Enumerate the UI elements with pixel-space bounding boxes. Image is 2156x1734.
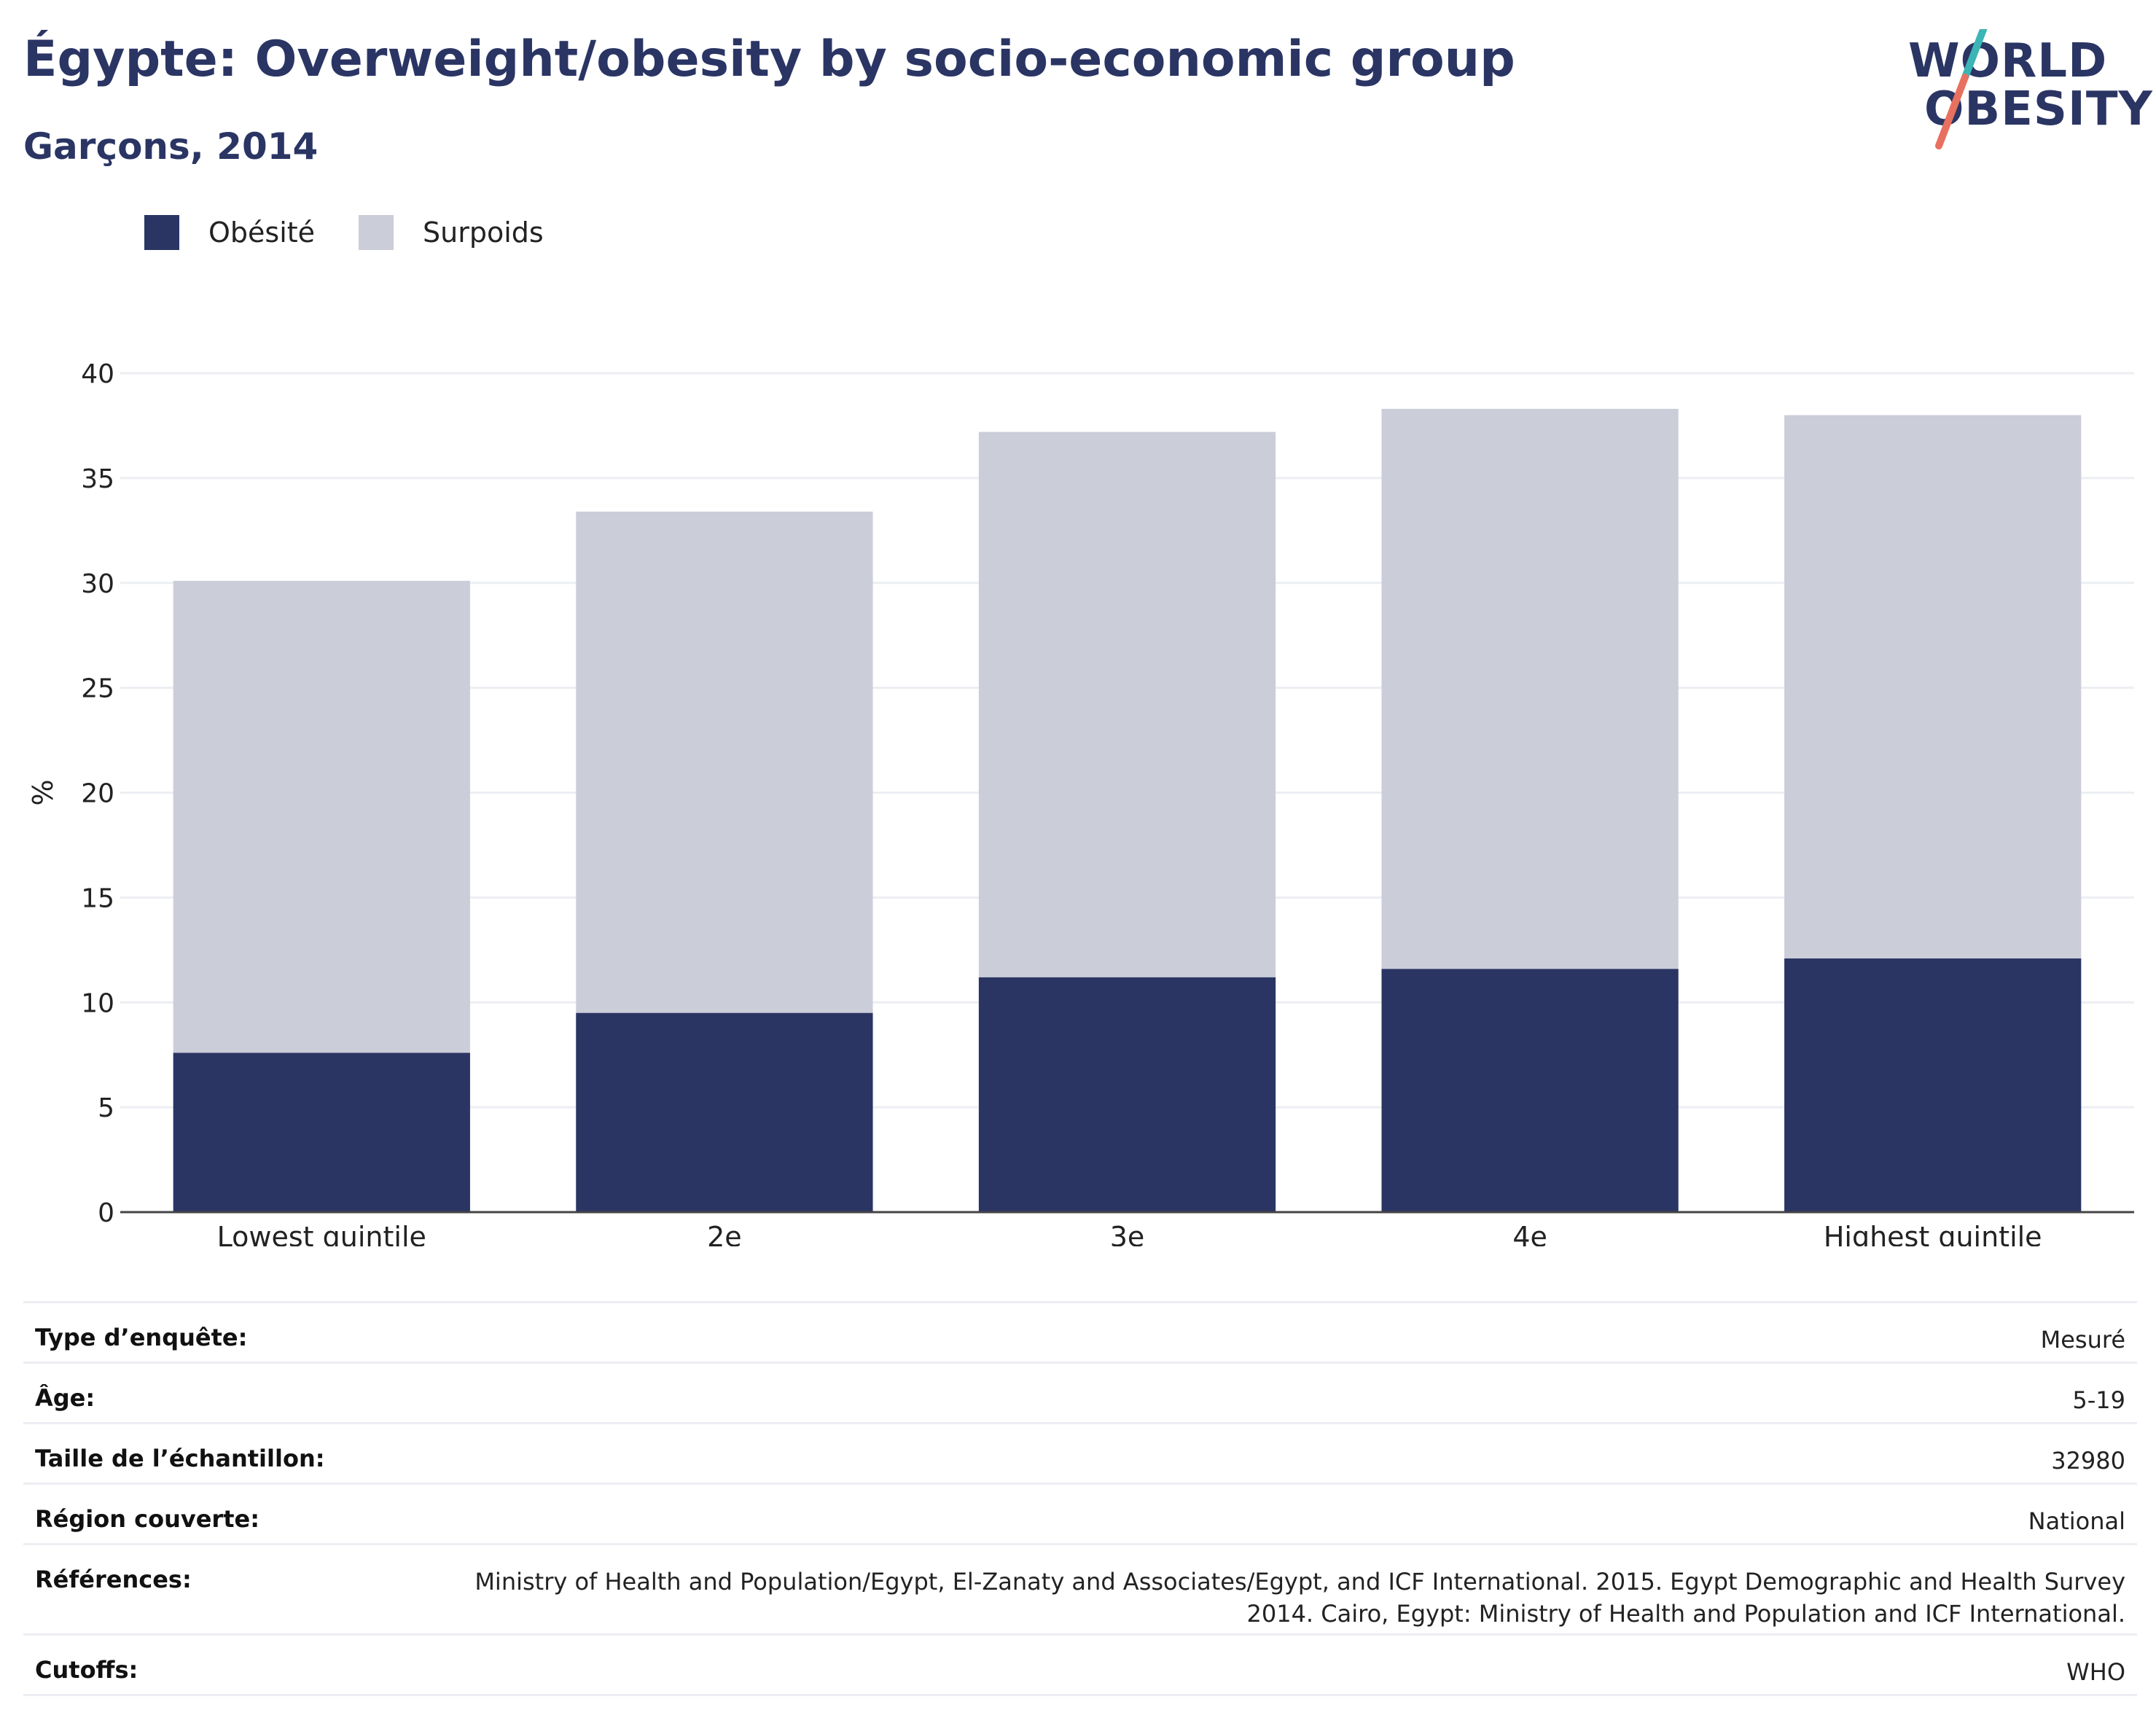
- meta-row: Références: Ministry of Health and Popula…: [23, 1543, 2137, 1633]
- legend-label-obesite: Obésité: [208, 216, 316, 249]
- meta-value: 5-19: [2072, 1386, 2125, 1414]
- bar-obesite-4: [1381, 969, 1679, 1212]
- stacked-bar-chart: 0 5 10 15 20 25 30 35 40% Lowest quintile 2e 3e 4e Hi…: [27, 359, 2134, 1246]
- bar-surpoids-1: [173, 580, 470, 1053]
- meta-value: Ministry of Health and Population/Egypt,…: [474, 1568, 2125, 1628]
- meta-row: Taille de l’échantillon: 32980: [23, 1422, 2137, 1483]
- meta-value: 32980: [2051, 1447, 2125, 1475]
- y-tick-label: 35: [81, 464, 114, 494]
- legend-item-surpoids[interactable]: Surpoids: [359, 215, 544, 250]
- bar-surpoids-5: [1784, 415, 2082, 958]
- legend-swatch-surpoids: [359, 215, 394, 250]
- legend-label-surpoids: Surpoids: [423, 216, 544, 249]
- legend-item-obesite[interactable]: Obésité: [144, 215, 315, 250]
- meta-table-bottom-border: [23, 1694, 2137, 1696]
- x-tick-label: Lowest quintile: [217, 1221, 426, 1246]
- bar-obesite-5: [1784, 958, 2082, 1212]
- logo-line-1: WORLD: [1908, 34, 2108, 88]
- y-tick-label: 30: [81, 569, 114, 599]
- chart-legend: Obésité Surpoids: [144, 215, 587, 250]
- meta-row: Type d’enquête: Mesuré: [23, 1301, 2137, 1362]
- bar-surpoids-3: [978, 431, 1276, 977]
- x-tick-label: 3e: [1110, 1221, 1145, 1246]
- y-tick-label: 5: [98, 1093, 114, 1123]
- y-tick-label: 15: [81, 883, 114, 913]
- y-tick-label: 25: [81, 674, 114, 704]
- meta-value: National: [2028, 1507, 2125, 1535]
- survey-details-table: Type d’enquête: Mesuré Âge: 5-19 Taille de l…: [23, 1301, 2137, 1696]
- legend-swatch-obesite: [144, 215, 179, 250]
- chart-title: Égypte: Overweight/obesity by socio-econ…: [23, 31, 1515, 88]
- logo-slash-icon: [1935, 29, 1988, 149]
- meta-key: Taille de l’échantillon:: [35, 1445, 325, 1472]
- meta-value: Mesuré: [2040, 1326, 2125, 1354]
- meta-key: Type d’enquête:: [35, 1324, 248, 1351]
- x-tick-label: 2e: [707, 1221, 742, 1246]
- bar-obesite-1: [173, 1052, 470, 1212]
- meta-key: Références:: [35, 1566, 192, 1593]
- bar-obesite-2: [576, 1012, 873, 1212]
- world-obesity-logo: WORLD OBESITY: [1902, 29, 2152, 160]
- x-tick-label: Highest quintile: [1824, 1221, 2042, 1246]
- y-tick-label: 20: [81, 779, 114, 809]
- x-tick-label: 4e: [1512, 1221, 1547, 1246]
- y-tick-label: 40: [81, 359, 114, 389]
- bar-surpoids-4: [1381, 408, 1679, 969]
- bar-obesite-3: [978, 977, 1276, 1212]
- meta-value: WHO: [2066, 1658, 2125, 1686]
- meta-row: Âge: 5-19: [23, 1362, 2137, 1422]
- meta-row: Région couverte: National: [23, 1483, 2137, 1543]
- meta-key: Région couverte:: [35, 1505, 259, 1533]
- logo-slash-top: [1961, 29, 1988, 81]
- y-tick-label: 10: [81, 988, 114, 1018]
- chart-subtitle: Garçons, 2014: [23, 125, 319, 168]
- meta-row: Cutoffs: WHO: [23, 1633, 2137, 1694]
- meta-key: Cutoffs:: [35, 1656, 138, 1684]
- bar-surpoids-2: [576, 511, 873, 1013]
- y-axis-label: %: [27, 779, 59, 805]
- y-tick-label: 0: [98, 1198, 114, 1228]
- meta-key: Âge:: [35, 1384, 95, 1412]
- logo-slash-bottom: [1935, 74, 1969, 149]
